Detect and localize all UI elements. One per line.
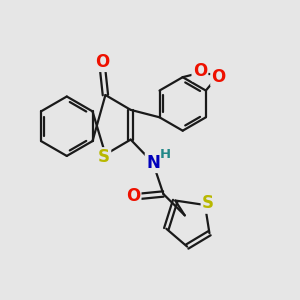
Text: H: H [160, 148, 171, 161]
Text: O: O [212, 68, 226, 85]
Text: S: S [98, 148, 110, 166]
Text: O: O [193, 62, 207, 80]
Text: O: O [95, 53, 110, 71]
Text: O: O [126, 188, 140, 206]
Text: S: S [202, 194, 214, 212]
Text: N: N [146, 154, 160, 172]
